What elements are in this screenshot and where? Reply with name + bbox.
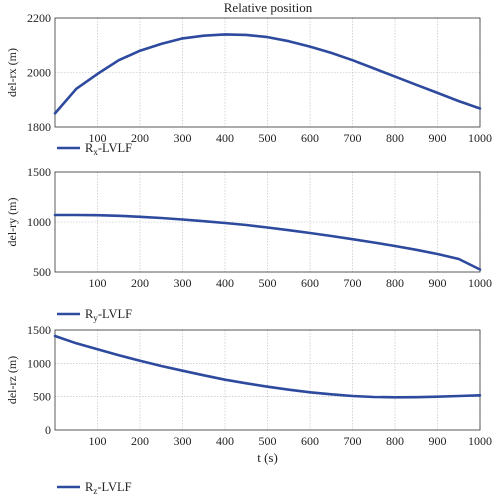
panel2-y-axis-label: del-ry (m) [5, 198, 19, 247]
panel2-x-tick-label-9: 1000 [468, 276, 492, 290]
panel2-x-tick-label-5: 600 [301, 276, 319, 290]
panel3-y-tick-label-3: 1500 [27, 323, 51, 337]
panel1-y-axis-label: del-rx (m) [5, 48, 19, 97]
panel3-x-axis-label: t (s) [257, 450, 278, 465]
panel2-series-line-0 [53, 213, 482, 271]
panel1-x-tick-label-0: 100 [89, 131, 107, 145]
panel3-series-line-0 [53, 334, 482, 399]
panel3-x-tick-label-6: 700 [344, 434, 362, 448]
panel1-x-tick-label-6: 700 [344, 131, 362, 145]
panel3-x-tick-label-9: 1000 [468, 434, 492, 448]
panel2-x-tick-label-8: 900 [429, 276, 447, 290]
panel3-x-tick-label-1: 200 [131, 434, 149, 448]
panel2-y-tick-label-2: 1500 [27, 165, 51, 179]
panel2-x-tick-label-7: 800 [386, 276, 404, 290]
panel1-x-tick-label-1: 200 [131, 131, 149, 145]
panel3-x-tick-label-3: 400 [216, 434, 234, 448]
panel3-y-tick-label-1: 500 [33, 390, 51, 404]
panel3-x-tick-label-7: 800 [386, 434, 404, 448]
panel3-x-tick-label-5: 600 [301, 434, 319, 448]
panel3-y-tick-label-0: 0 [45, 423, 51, 437]
figure-title: Relative position [224, 0, 313, 15]
panel2-x-tick-label-0: 100 [89, 276, 107, 290]
panel3-frame [54, 329, 481, 431]
panel2-x-tick-label-3: 400 [216, 276, 234, 290]
panel2-y-tick-label-0: 500 [33, 265, 51, 279]
panel3-x-tick-label-4: 500 [259, 434, 277, 448]
panel1-x-tick-label-7: 800 [386, 131, 404, 145]
panel2-x-tick-label-2: 300 [174, 276, 192, 290]
panel1-x-tick-label-8: 900 [429, 131, 447, 145]
panel1-x-tick-label-4: 500 [259, 131, 277, 145]
panel3-x-tick-label-8: 900 [429, 434, 447, 448]
panel1-x-tick-label-3: 400 [216, 131, 234, 145]
panel2-y-tick-label-1: 1000 [27, 215, 51, 229]
panel3-x-tick-label-2: 300 [174, 434, 192, 448]
panel1-y-tick-label-0: 1800 [27, 120, 51, 134]
panel2-x-tick-label-6: 700 [344, 276, 362, 290]
panel1-x-tick-label-2: 300 [174, 131, 192, 145]
panel1-x-tick-label-5: 600 [301, 131, 319, 145]
panel3-y-tick-label-2: 1000 [27, 356, 51, 370]
panel3-legend-label-0: Rz-LVLF [85, 480, 132, 496]
panel2-frame [54, 171, 481, 273]
panel1-x-tick-label-9: 1000 [468, 131, 492, 145]
panel2-x-tick-label-1: 200 [131, 276, 149, 290]
panel1-y-tick-label-2: 2200 [27, 11, 51, 25]
panel3-x-tick-label-0: 100 [89, 434, 107, 448]
panel1-series-line-0 [53, 33, 482, 115]
panel1-frame [54, 17, 481, 128]
panel3-y-axis-label: del-rz (m) [5, 356, 19, 404]
panel2-x-tick-label-4: 500 [259, 276, 277, 290]
panel1-legend-label-0: Rx-LVLF [85, 141, 132, 157]
panel2-legend-label-0: Ry-LVLF [85, 307, 132, 323]
panel1-y-tick-label-1: 2000 [27, 66, 51, 80]
